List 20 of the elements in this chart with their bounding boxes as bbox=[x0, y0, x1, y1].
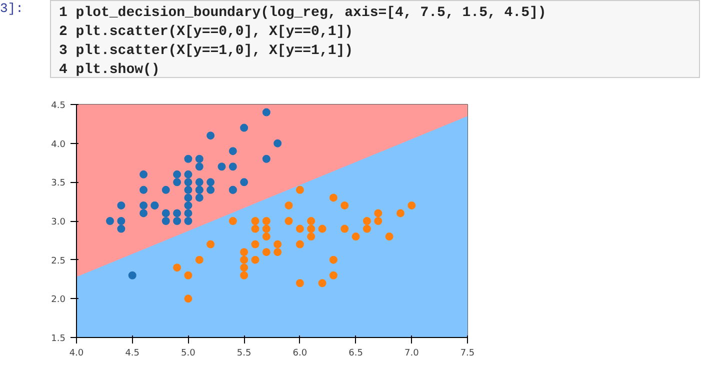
x-tick-label: 5.0 bbox=[181, 348, 196, 358]
x-tick-label: 6.0 bbox=[292, 348, 308, 358]
y-tick-label: 3.5 bbox=[51, 178, 66, 189]
text: 3]: bbox=[0, 0, 24, 18]
x-tick-label: 6.5 bbox=[348, 348, 363, 358]
x-tick-label: 4.0 bbox=[69, 348, 84, 358]
x-tick-label: 5.5 bbox=[236, 348, 252, 358]
text: 1 plot_decision_boundary(log_reg, axis=[4, 7.5, 1.5, 4.5]) bbox=[59, 4, 548, 22]
x-tick-label: 7.5 bbox=[460, 348, 475, 358]
text: 2 plt.scatter(X[y==0,0], X[y==0,1]) bbox=[59, 23, 354, 41]
y-tick-label: 2.0 bbox=[51, 295, 66, 306]
x-tick-label: 4.5 bbox=[125, 348, 140, 358]
text: 3 plt.scatter(X[y==1,0], X[y==1,1]) bbox=[59, 42, 354, 60]
y-tick-label: 1.5 bbox=[51, 334, 66, 344]
y-tick-label: 2.5 bbox=[51, 256, 66, 266]
text: 4 plt.show() bbox=[59, 61, 161, 79]
y-tick-label: 4.0 bbox=[51, 140, 66, 150]
y-tick-label: 4.5 bbox=[51, 101, 66, 111]
y-tick-label: 3.0 bbox=[51, 218, 66, 228]
x-tick-label: 7.0 bbox=[404, 348, 420, 358]
